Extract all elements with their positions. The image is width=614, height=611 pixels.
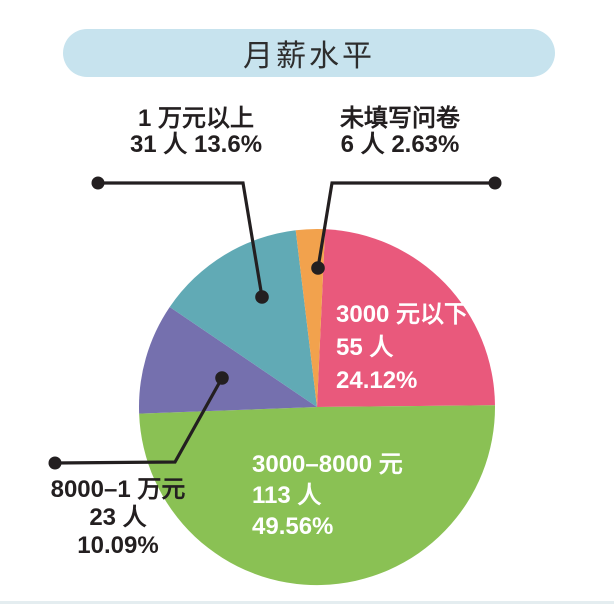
callout-line-8000-10000 (54, 377, 224, 465)
callout-line-above-10000 (98, 181, 264, 298)
label-above-10000: 1 万元以上 31 人 13.6% (91, 106, 301, 158)
pie-slice-above-10000 (169, 230, 317, 407)
callout-lines (48, 176, 502, 470)
label-3000-8000-range: 3000–8000 元 (252, 451, 403, 478)
callout-dot-slice-no-answer (311, 261, 325, 275)
label-under-3000-pct: 24.12% (336, 367, 418, 394)
label-under-3000: 3000 元以下 55 人 24.12% (336, 298, 468, 397)
label-above-10000-stats: 31 人 13.6% (91, 132, 301, 158)
pie-slice-under-3000 (317, 229, 495, 407)
pct-value: 13.6% (193, 131, 263, 158)
label-3000-8000: 3000–8000 元 113 人 49.56% (252, 449, 403, 542)
label-8000-10000-range: 8000–1 万元 (50, 476, 186, 503)
pct-value: 2.63% (391, 131, 460, 158)
people-count: 31 人 (129, 131, 188, 158)
label-no-answer: 未填写问卷 6 人 2.63% (295, 106, 505, 158)
pie-slice-8000-10000 (138, 307, 317, 414)
callout-dot-slice-above-10000 (255, 290, 269, 304)
chart-title-pill: 月薪水平 (63, 29, 555, 77)
label-under-3000-people: 55 人 (336, 334, 394, 361)
label-8000-10000: 8000–1 万元 23 人 10.09% (23, 476, 213, 560)
chart-title: 月薪水平 (243, 40, 375, 73)
label-no-answer-stats: 6 人 2.63% (295, 132, 505, 158)
callout-line-no-answer (316, 181, 495, 269)
callout-dot-label-above-10000 (91, 176, 105, 190)
label-under-3000-range: 3000 元以下 (336, 301, 469, 328)
pie-slice-3000-8000 (139, 405, 495, 586)
label-3000-8000-people: 113 人 (252, 482, 322, 509)
callout-dot-slice-8000-10000 (215, 371, 229, 385)
bottom-divider (0, 601, 614, 604)
label-8000-10000-people: 23 人 (89, 504, 147, 531)
label-above-10000-range: 1 万元以上 (137, 105, 254, 132)
label-3000-8000-pct: 49.56% (252, 513, 334, 540)
label-8000-10000-pct: 10.09% (77, 532, 159, 559)
callout-dot-label-8000-10000 (48, 456, 62, 470)
label-no-answer-range: 未填写问卷 (340, 105, 460, 132)
people-count: 6 人 (340, 131, 385, 158)
callout-dot-label-no-answer (488, 176, 502, 190)
